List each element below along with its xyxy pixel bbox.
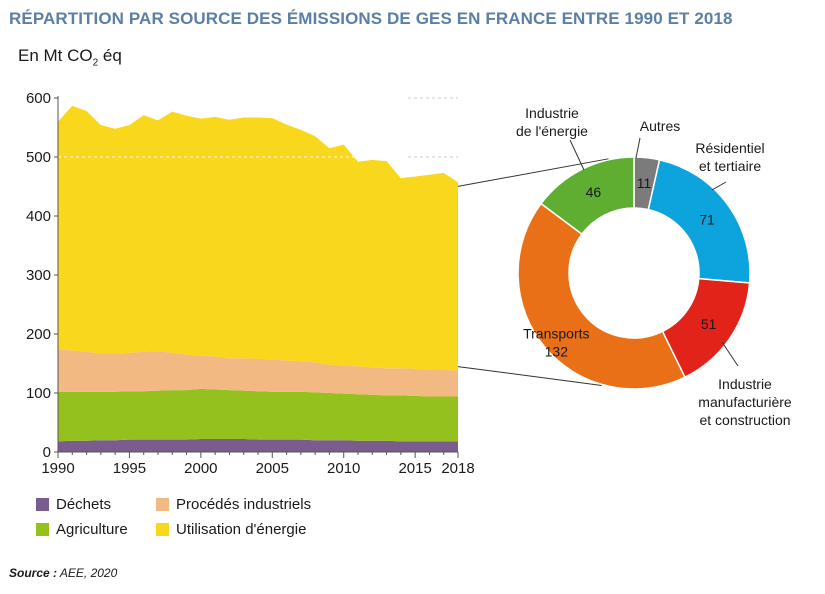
leader-line-autres (635, 137, 641, 159)
unit-prefix: En Mt CO (18, 46, 93, 65)
legend: Déchets Procédés industriels Agriculture… (36, 496, 356, 538)
leader-line-residentiel-et-tertiaire (711, 181, 727, 191)
leader-line-industrie-manufacturiere-et-construction (721, 341, 739, 367)
donut-name-line: de l'énergie (516, 123, 588, 139)
connector-line-bottom (457, 366, 602, 386)
legend-swatch-procedes (156, 498, 169, 511)
area-series-procedes-industriels (58, 349, 458, 397)
legend-label-agriculture: Agriculture (56, 521, 128, 538)
donut-name-line: Résidentiel (695, 140, 764, 156)
donut-value-transports: 132 (545, 344, 569, 360)
y-tick-label-500: 500 (26, 149, 51, 166)
legend-item-dechets: Déchets (36, 496, 156, 513)
donut-value-residentiel-et-tertiaire: 71 (699, 212, 715, 228)
donut-name-autres: Autres (640, 118, 680, 134)
x-tick-label-2018: 2018 (441, 460, 474, 477)
x-tick-label-2015: 2015 (398, 460, 431, 477)
x-tick-label-1990: 1990 (41, 460, 74, 477)
donut-slice-transports (517, 202, 686, 390)
donut-value-industrie-de-l-energie: 46 (586, 184, 602, 200)
donut-name-line: et tertiaire (699, 158, 761, 174)
y-tick-label-100: 100 (26, 385, 51, 402)
y-tick-label-0: 0 (43, 444, 51, 461)
donut-name-line: Industrie (525, 105, 579, 121)
x-tick-label-1995: 1995 (113, 460, 146, 477)
source-note: Source : AEE, 2020 (9, 566, 117, 580)
source-text: AEE, 2020 (57, 566, 118, 580)
legend-label-dechets: Déchets (56, 496, 112, 513)
y-tick-label-400: 400 (26, 208, 51, 225)
unit-subscript: 2 (92, 57, 99, 69)
y-tick-label-200: 200 (26, 326, 51, 343)
legend-swatch-energie (156, 523, 169, 536)
legend-item-energie: Utilisation d'énergie (156, 521, 356, 538)
legend-item-procedes: Procédés industriels (156, 496, 356, 513)
legend-swatch-agriculture (36, 523, 49, 536)
area-series-dechets (58, 439, 458, 452)
donut-value-industrie-manufacturiere-et-construction: 51 (701, 316, 717, 332)
x-tick-label-2010: 2010 (327, 460, 360, 477)
donut-value-autres: 11 (637, 175, 652, 191)
donut-name-line: manufacturière (698, 394, 792, 410)
donut-name-line: Autres (640, 118, 680, 134)
donut-name-industrie-de-l-energie: Industrie de l'énergie (516, 105, 588, 139)
donut-name-transports: Transports (523, 326, 589, 342)
legend-item-agriculture: Agriculture (36, 521, 156, 538)
x-tick-label-2000: 2000 (184, 460, 217, 477)
unit-suffix: éq (98, 46, 122, 65)
y-tick-label-600: 600 (26, 90, 51, 107)
source-label: Source : (9, 566, 58, 580)
y-axis-unit: En Mt CO2 éq (18, 46, 122, 68)
leader-line-industrie-de-l-energie (569, 139, 585, 171)
donut-name-industrie-manufacturiere-et-construction: Industrie manufacturière et construction (698, 376, 792, 428)
chart-title: RÉPARTITION PAR SOURCE DES ÉMISSIONS DE … (9, 9, 733, 28)
x-tick-label-2005: 2005 (256, 460, 289, 477)
donut-name-line: Industrie (718, 376, 772, 392)
legend-swatch-dechets (36, 498, 49, 511)
area-series-utilisation-d-energie (58, 105, 458, 371)
donut-name-line: et construction (699, 412, 790, 428)
legend-label-procedes: Procédés industriels (176, 496, 312, 513)
donut-slice-residentiel-et-tertiaire (647, 158, 751, 284)
connector-line-top (457, 158, 609, 187)
y-tick-label-300: 300 (26, 267, 51, 284)
legend-label-energie: Utilisation d'énergie (176, 521, 307, 538)
donut-slice-industrie-de-l-energie (540, 156, 635, 236)
donut-name-residentiel-et-tertiaire: Résidentiel et tertiaire (695, 140, 764, 174)
area-series-agriculture (58, 388, 458, 442)
